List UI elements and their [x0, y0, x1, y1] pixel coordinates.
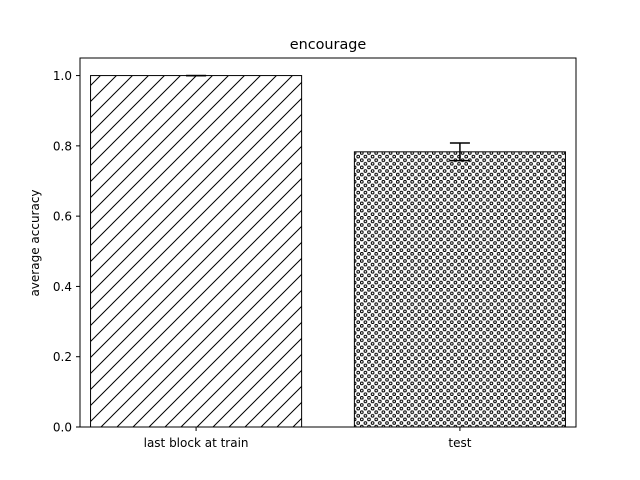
- bar-2: [353, 151, 566, 428]
- y-tick-label: 0.6: [53, 210, 72, 224]
- y-tick-label: 0.0: [53, 421, 72, 435]
- y-tick-label: 0.8: [53, 139, 72, 153]
- bars-layer: [90, 75, 566, 428]
- y-tick-label: 0.2: [53, 350, 72, 364]
- error-bars-layer: [186, 74, 470, 162]
- chart-title: encourage: [290, 37, 367, 53]
- y-ticks-layer: 0.0 0.2 0.4 0.6 0.8 1.0: [53, 69, 80, 435]
- x-tick-label: test: [448, 436, 471, 450]
- plot-frame: [79, 57, 577, 428]
- y-tick-label: 1.0: [53, 69, 72, 83]
- error-bar-2: [449, 142, 470, 162]
- y-tick-label: 0.4: [53, 280, 72, 294]
- x-tick-label: last block at train: [144, 436, 249, 450]
- bar-1: [90, 75, 303, 428]
- x-ticks-layer: last block at train test: [144, 427, 472, 450]
- y-axis-label: average accuracy: [28, 189, 42, 296]
